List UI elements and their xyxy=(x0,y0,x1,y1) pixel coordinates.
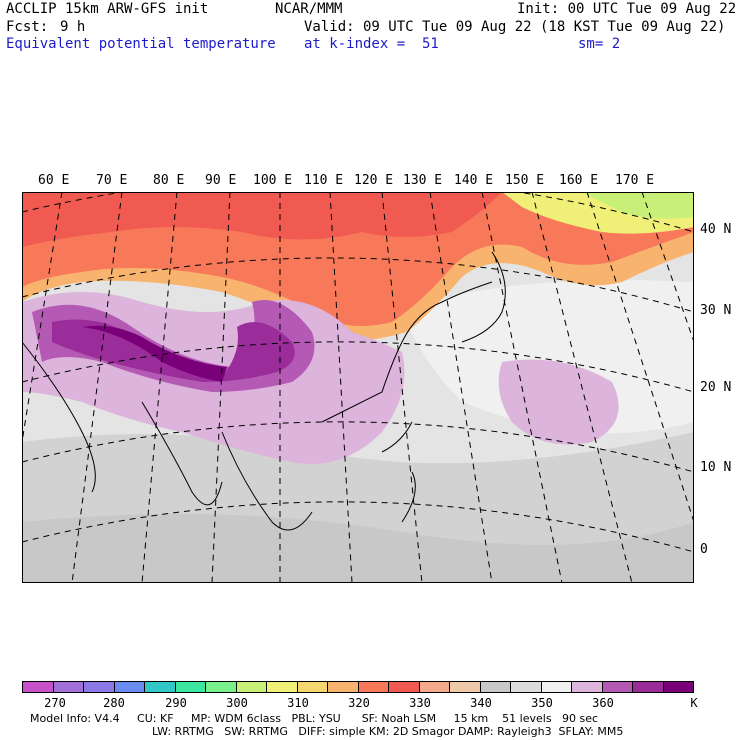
colorbar-swatch xyxy=(114,682,145,692)
lon-label: 70 E xyxy=(96,173,128,188)
colorbar-tick: 330 xyxy=(409,696,431,710)
colorbar-swatch xyxy=(297,682,328,692)
colorbar-tick: 310 xyxy=(287,696,309,710)
lon-label: 140 E xyxy=(454,173,494,188)
colorbar-tick: 350 xyxy=(531,696,553,710)
colorbar-swatch xyxy=(236,682,267,692)
lon-label: 150 E xyxy=(505,173,545,188)
hottest-band xyxy=(22,192,502,247)
most-moist-region xyxy=(82,325,227,382)
lat-label: 30 N xyxy=(700,303,732,318)
valid-time: Valid: 09 UTC Tue 09 Aug 22 (18 KST Tue … xyxy=(304,19,726,35)
lon-label: 160 E xyxy=(559,173,599,188)
level-label: at k-index = 51 xyxy=(304,36,439,52)
lon-label: 130 E xyxy=(403,173,443,188)
island-coastline xyxy=(381,251,506,523)
colorbar-tick: 270 xyxy=(44,696,66,710)
colorbar-tick: 280 xyxy=(103,696,125,710)
colorbar-swatch xyxy=(419,682,450,692)
colorbar-swatch xyxy=(511,682,542,692)
lat-label: 0 xyxy=(700,542,708,557)
colorbar-swatch xyxy=(145,682,176,692)
colorbar-swatch xyxy=(175,682,206,692)
grid-lon xyxy=(22,192,63,443)
agency-label: NCAR/MMM xyxy=(275,1,343,17)
colorbar-tick: 320 xyxy=(348,696,370,710)
pacific-high-region xyxy=(402,280,694,434)
coolest-north-pacific xyxy=(582,192,694,219)
colorbar-swatch xyxy=(663,682,693,692)
lon-label: 60 E xyxy=(38,173,70,188)
colorbar-tick: 290 xyxy=(165,696,187,710)
colorbar-swatch xyxy=(358,682,389,692)
lon-label: 170 E xyxy=(615,173,655,188)
forecast-hour: 9 h xyxy=(60,19,86,35)
colorbar-tick: 300 xyxy=(226,696,248,710)
lon-label: 80 E xyxy=(153,173,185,188)
lat-label: 20 N xyxy=(700,380,732,395)
colorbar-swatch xyxy=(53,682,84,692)
theta-e-map xyxy=(22,192,694,583)
grid-lon xyxy=(481,192,563,583)
colorbar-swatch xyxy=(389,682,420,692)
lat-label: 10 N xyxy=(700,460,732,475)
colorbar-swatch xyxy=(23,682,54,692)
lat-label: 40 N xyxy=(700,222,732,237)
coastline xyxy=(22,281,493,531)
colorbar-tick: 360 xyxy=(592,696,614,710)
model-title: ACCLIP 15km ARW-GFS init xyxy=(6,1,209,17)
grid-lon xyxy=(586,192,694,523)
lon-label: 110 E xyxy=(304,173,344,188)
colorbar-swatch xyxy=(450,682,481,692)
colorbar-swatch xyxy=(602,682,633,692)
smoothing-label: sm= 2 xyxy=(578,36,621,52)
lat-lon-grid xyxy=(22,192,694,583)
grid-lon xyxy=(641,192,694,343)
pacific-moist-patch xyxy=(498,359,619,445)
model-info-line: Model Info: V4.4 CU: KF MP: WDM 6class P… xyxy=(30,712,599,725)
lon-label: 90 E xyxy=(205,173,237,188)
map-frame xyxy=(22,192,694,583)
colorbar xyxy=(22,681,694,693)
colorbar-swatch xyxy=(267,682,298,692)
southern-band xyxy=(22,514,694,583)
physics-info-line: LW: RRTMG SW: RRTMG DIFF: simple KM: 2D … xyxy=(152,725,624,738)
colorbar-swatch xyxy=(84,682,115,692)
colorbar-swatch xyxy=(633,682,664,692)
init-time: Init: 00 UTC Tue 09 Aug 22 xyxy=(517,1,737,17)
colorbar-tick: 340 xyxy=(470,696,492,710)
grid-lon xyxy=(531,192,633,583)
colorbar-swatch xyxy=(572,682,603,692)
field-name: Equivalent potential temperature xyxy=(6,36,276,52)
forecast-label: Fcst: xyxy=(6,19,49,35)
colorbar-swatch xyxy=(480,682,511,692)
very-moist-region xyxy=(52,319,295,382)
colorbar-swatch xyxy=(206,682,237,692)
colorbar-swatch xyxy=(328,682,359,692)
lon-label: 120 E xyxy=(354,173,394,188)
lon-label: 100 E xyxy=(253,173,293,188)
colorbar-swatch xyxy=(541,682,572,692)
colorbar-unit: K xyxy=(690,696,698,710)
